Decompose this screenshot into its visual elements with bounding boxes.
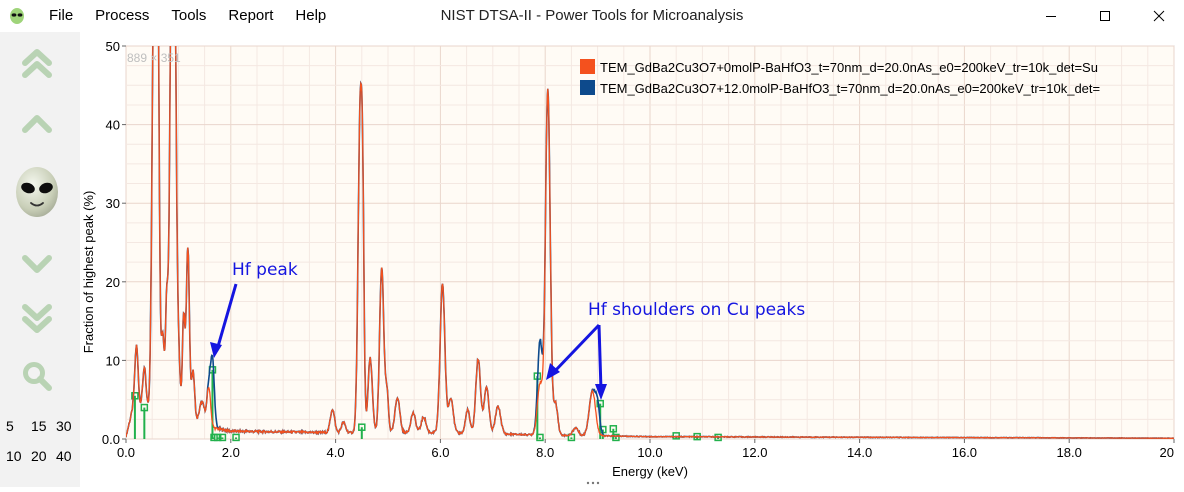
chevron-up-icon — [19, 108, 55, 138]
scale-30[interactable]: 30 — [56, 418, 81, 434]
y-tick-label: 10 — [106, 353, 120, 368]
scale-presets-row-1: 5 15 30 — [6, 418, 81, 434]
spectrum-plot[interactable]: 0.0 2.0 4.0 6.0 8.0 10.0 12.0 14.0 16.0 18.0 20 0.0… — [80, 32, 1184, 487]
left-toolbar: 5 15 30 10 20 40 — [0, 32, 80, 487]
scale-15[interactable]: 15 — [31, 418, 56, 434]
title-bar: File Process Tools Report Help NIST DTSA… — [0, 0, 1184, 32]
x-axis-label: Energy (keV) — [612, 464, 688, 479]
chevron-down-icon — [19, 250, 55, 280]
scale-20[interactable]: 20 — [31, 448, 56, 464]
scale-down-button[interactable] — [12, 250, 62, 280]
menu-report[interactable]: Report — [217, 0, 284, 32]
minimize-icon — [1045, 10, 1057, 22]
x-tick-label: 6.0 — [431, 445, 449, 460]
x-tick-label: 14.0 — [847, 445, 872, 460]
menu-bar: File Process Tools Report Help — [38, 0, 337, 32]
menu-file[interactable]: File — [38, 0, 84, 32]
minimize-button[interactable] — [1028, 0, 1074, 32]
scale-5[interactable]: 5 — [6, 418, 31, 434]
close-icon — [1153, 10, 1165, 22]
scale-up-large-button[interactable] — [12, 46, 62, 82]
y-tick-label: 50 — [106, 39, 120, 54]
alien-face-icon — [12, 164, 62, 220]
scale-40[interactable]: 40 — [56, 448, 81, 464]
annotation-hf-shoulders: Hf shoulders on Cu peaks — [588, 300, 805, 320]
maximize-icon — [1099, 10, 1111, 22]
plot-dimensions-label: 889 × 351 — [127, 51, 181, 65]
scale-10[interactable]: 10 — [6, 448, 31, 464]
grid — [126, 46, 1174, 439]
zoom-button[interactable] — [12, 358, 62, 394]
scale-up-button[interactable] — [12, 108, 62, 138]
maximize-button[interactable] — [1082, 0, 1128, 32]
legend-label-series-1: TEM_GdBa2Cu3O7+0molP-BaHfO3_t=70nm_d=20.… — [600, 60, 1098, 75]
double-chevron-down-icon — [19, 300, 55, 336]
auto-scale-button[interactable] — [12, 164, 62, 220]
x-tick-label: 10.0 — [637, 445, 662, 460]
zoom-icon — [19, 358, 55, 394]
legend-label-series-2: TEM_GdBa2Cu3O7+12.0molP-BaHfO3_t=70nm_d=… — [600, 81, 1100, 96]
annotation-hf-peak: Hf peak — [232, 260, 298, 280]
menu-tools[interactable]: Tools — [160, 0, 217, 32]
y-tick-label: 40 — [106, 118, 120, 133]
x-tick-label: 18.0 — [1057, 445, 1082, 460]
double-chevron-up-icon — [19, 46, 55, 82]
x-tick-label: 20 — [1160, 445, 1174, 460]
scale-presets-row-2: 10 20 40 — [6, 448, 81, 464]
alien-icon[interactable] — [8, 7, 26, 25]
annotation-arrow-shoulder-2 — [599, 325, 601, 390]
x-tick-label: 4.0 — [327, 445, 345, 460]
menu-help[interactable]: Help — [284, 0, 337, 32]
x-tick-label: 2.0 — [222, 445, 240, 460]
close-button[interactable] — [1136, 0, 1182, 32]
splitter-grip-icon[interactable] — [587, 482, 599, 484]
x-tick-label: 8.0 — [536, 445, 554, 460]
x-tick-label: 0.0 — [117, 445, 135, 460]
legend-swatch-series-2 — [580, 80, 595, 95]
y-tick-label: 0.0 — [102, 432, 120, 447]
scale-down-large-button[interactable] — [12, 300, 62, 336]
spectrum-chart[interactable]: 0.0 2.0 4.0 6.0 8.0 10.0 12.0 14.0 16.0 18.0 20 0.0… — [80, 32, 1184, 487]
y-axis-label: Fraction of highest peak (%) — [81, 191, 96, 354]
x-tick-label: 12.0 — [742, 445, 767, 460]
legend-swatch-series-1 — [580, 59, 595, 74]
y-tick-label: 30 — [106, 196, 120, 211]
x-tick-label: 16.0 — [952, 445, 977, 460]
menu-process[interactable]: Process — [84, 0, 160, 32]
y-tick-label: 20 — [106, 275, 120, 290]
